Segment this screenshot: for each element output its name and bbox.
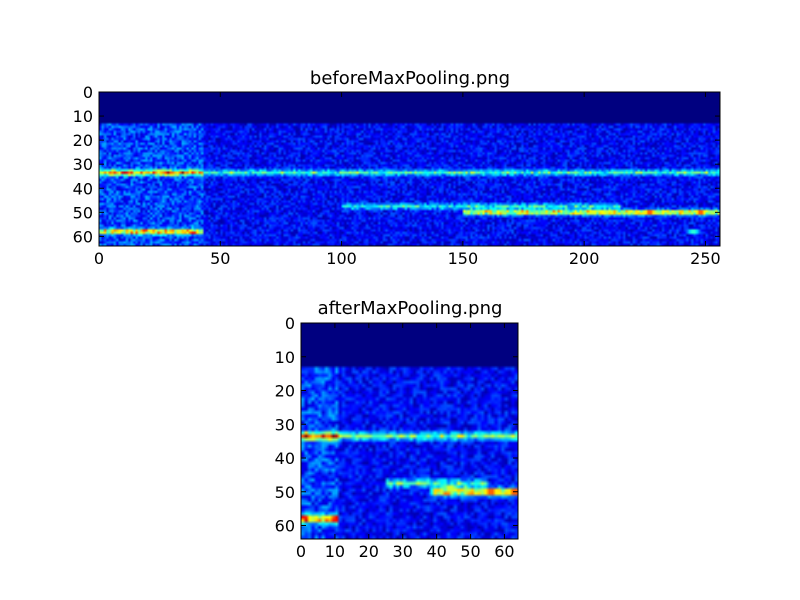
y-tick-label: 40 xyxy=(73,179,93,198)
y-tick-label: 50 xyxy=(275,483,295,502)
x-tick-label: 50 xyxy=(210,249,230,268)
x-tick-label: 10 xyxy=(325,542,345,561)
y-tick-label: 50 xyxy=(73,203,93,222)
y-tick-label: 30 xyxy=(73,155,93,174)
y-tick-label: 40 xyxy=(275,449,295,468)
x-tick-label: 200 xyxy=(569,249,600,268)
y-tick-label: 10 xyxy=(275,348,295,367)
x-tick-label: 250 xyxy=(690,249,721,268)
x-tick-label: 60 xyxy=(494,542,514,561)
chart-title: beforeMaxPooling.png xyxy=(310,68,510,89)
y-tick-label: 20 xyxy=(275,382,295,401)
x-tick-label: 150 xyxy=(448,249,479,268)
x-tick-label: 0 xyxy=(94,249,104,268)
plot-frame xyxy=(300,322,519,540)
y-tick-label: 60 xyxy=(275,517,295,536)
y-tick-label: 20 xyxy=(73,131,93,150)
x-tick-label: 20 xyxy=(359,542,379,561)
y-tick-label: 30 xyxy=(275,415,295,434)
plot-frame xyxy=(98,91,721,247)
x-tick-label: 30 xyxy=(393,542,413,561)
before-maxpooling-panel: beforeMaxPooling.png 0 50 100 150 200 250 0 10 2… xyxy=(73,68,721,268)
y-tick-label: 0 xyxy=(83,83,93,102)
x-tick-label: 50 xyxy=(460,542,480,561)
x-tick-label: 100 xyxy=(326,249,357,268)
after-maxpooling-panel: afterMaxPooling.png 0 10 20 30 40 50 600102030… xyxy=(275,298,519,561)
heatmap-image xyxy=(301,323,518,539)
y-tick-label: 0 xyxy=(285,314,295,333)
axis-ticks: 0 50 100 150 200 250 0 10 20 30 40 50 60 xyxy=(73,83,721,268)
heatmap-image xyxy=(99,92,720,246)
x-tick-label: 0 xyxy=(296,542,306,561)
y-tick-label: 10 xyxy=(73,107,93,126)
x-tick-label: 40 xyxy=(426,542,446,561)
y-tick-label: 60 xyxy=(73,227,93,246)
chart-title: afterMaxPooling.png xyxy=(318,298,503,319)
